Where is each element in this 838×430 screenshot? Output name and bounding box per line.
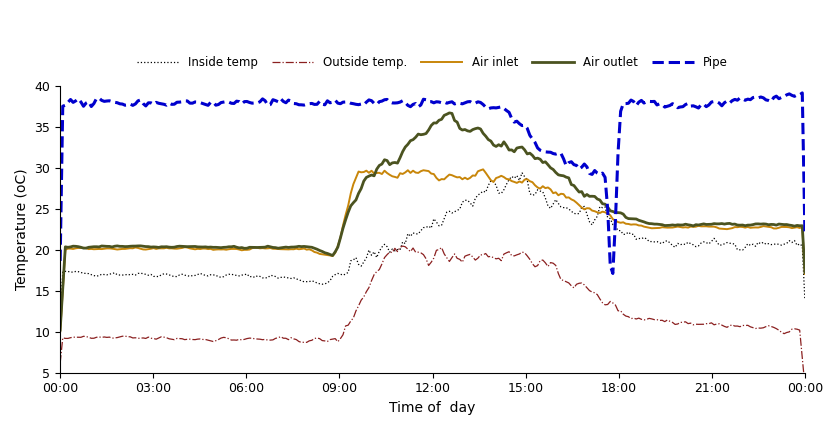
Inside temp	[55, 317, 65, 322]
Pipe	[120, 103, 130, 108]
Pipe	[737, 96, 747, 101]
Inside temp	[799, 297, 810, 302]
Air inlet	[737, 224, 747, 230]
Air outlet	[432, 120, 442, 126]
Air outlet	[799, 270, 810, 275]
Inside temp	[683, 240, 693, 245]
Pipe	[714, 101, 724, 106]
Air inlet	[478, 167, 489, 172]
Inside temp	[517, 170, 527, 175]
Pipe	[696, 102, 706, 107]
Air outlet	[120, 244, 130, 249]
Air outlet	[696, 222, 706, 227]
Pipe	[432, 99, 442, 104]
Air outlet	[444, 111, 454, 116]
Line: Inside temp: Inside temp	[60, 173, 804, 319]
Line: Air outlet: Air outlet	[60, 113, 804, 330]
Legend: Inside temp, Outside temp., Air inlet, Air outlet, Pipe: Inside temp, Outside temp., Air inlet, A…	[132, 51, 732, 74]
Line: Pipe: Pipe	[60, 93, 804, 273]
Inside temp	[714, 243, 724, 248]
Air outlet	[683, 222, 693, 227]
Inside temp	[737, 248, 747, 253]
Y-axis label: Temperature (oC): Temperature (oC)	[15, 168, 29, 290]
Outside temp.	[434, 247, 444, 252]
Air outlet	[714, 221, 724, 227]
Line: Air inlet: Air inlet	[60, 169, 804, 332]
Air outlet	[737, 222, 747, 227]
Line: Outside temp.: Outside temp.	[60, 246, 804, 386]
Outside temp.	[55, 360, 65, 366]
Outside temp.	[799, 383, 810, 388]
Air inlet	[696, 224, 706, 229]
Air inlet	[714, 226, 724, 231]
Inside temp	[696, 240, 706, 246]
Inside temp	[120, 272, 130, 277]
X-axis label: Time of  day: Time of day	[390, 401, 476, 415]
Air inlet	[55, 329, 65, 335]
Outside temp.	[696, 322, 706, 327]
Outside temp.	[737, 323, 747, 328]
Outside temp.	[714, 321, 724, 326]
Outside temp.	[120, 334, 130, 339]
Air inlet	[683, 225, 693, 230]
Inside temp	[432, 219, 442, 224]
Pipe	[608, 271, 618, 276]
Pipe	[55, 258, 65, 264]
Pipe	[683, 101, 693, 106]
Air inlet	[120, 246, 130, 252]
Air inlet	[432, 175, 442, 181]
Air inlet	[799, 271, 810, 276]
Pipe	[797, 90, 807, 95]
Outside temp.	[683, 321, 693, 326]
Air outlet	[55, 328, 65, 333]
Outside temp.	[398, 243, 408, 249]
Pipe	[799, 229, 810, 234]
